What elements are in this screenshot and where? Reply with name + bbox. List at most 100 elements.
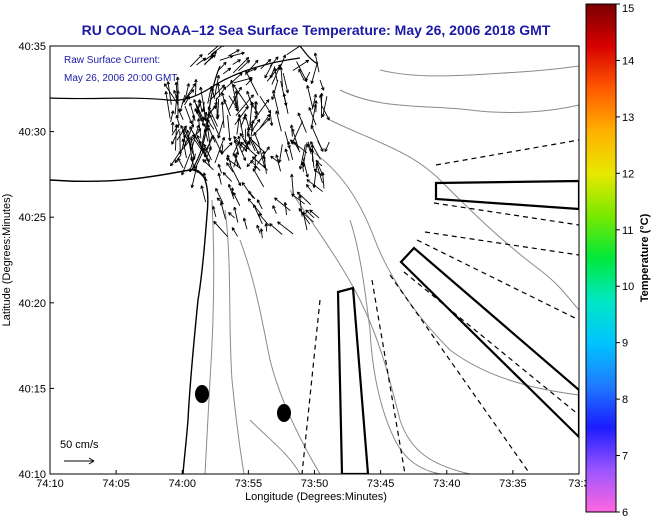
current-vector (264, 63, 273, 79)
current-vector (289, 124, 294, 137)
current-vector (306, 179, 324, 192)
current-vector (256, 199, 263, 210)
current-vector (313, 52, 320, 73)
colorbar-tick-label: 15 (622, 3, 634, 15)
current-vector (258, 213, 270, 227)
current-vector (234, 90, 239, 111)
current-vector (275, 110, 282, 132)
x-tick-label: 73:50 (301, 478, 329, 490)
current-vector (166, 81, 172, 105)
map-title: RU COOL NOAA–12 Sea Surface Temperature:… (82, 22, 551, 38)
current-vector (307, 141, 313, 152)
current-vector (253, 204, 263, 224)
current-vector (246, 132, 256, 152)
harbor-shore (299, 46, 319, 65)
y-axis-label: Latitude (Degrees:Minutes) (1, 194, 13, 327)
current-vector (269, 223, 283, 235)
current-vector (196, 134, 205, 155)
current-vector (286, 46, 301, 56)
current-vector (176, 125, 187, 141)
current-vector (298, 195, 303, 217)
current-vector (206, 127, 212, 151)
current-vector (310, 103, 317, 130)
coastline (50, 169, 209, 474)
current-time: May 26, 2006 20:00 GMT (64, 73, 177, 84)
scale-arrow (64, 457, 95, 465)
current-vector (180, 125, 189, 142)
current-vector (245, 59, 259, 75)
current-vector (203, 143, 212, 161)
current-vector (296, 61, 308, 83)
x-axis-ticks: 74:10 74:05 74:00 73:55 73:50 73:45 73:40 73:35… (36, 470, 590, 490)
colorbar-ticks: 15 14 13 12 11 10 9 8 7 6 (616, 3, 634, 519)
current-vector (178, 133, 196, 154)
current-vector (262, 150, 266, 163)
current-vector (226, 72, 243, 88)
colorbar-tick-label: 7 (622, 451, 628, 463)
current-vector (195, 169, 208, 181)
current-vector (260, 58, 272, 70)
colorbar-label: Temperature (°C) (639, 213, 651, 302)
current-vector (277, 221, 294, 235)
current-vector (233, 206, 239, 223)
current-vector (239, 132, 250, 150)
current-vector (282, 72, 290, 94)
current-vector (232, 192, 241, 206)
colorbar: 15 14 13 12 11 10 9 8 7 6 Temperature (°C) (585, 3, 651, 519)
current-vector (248, 136, 264, 152)
current-vector (316, 160, 324, 176)
current-vector (266, 64, 282, 82)
current-vector (207, 106, 218, 127)
x-tick-label: 73:40 (433, 478, 461, 490)
current-vector (164, 91, 171, 119)
current-vector (319, 79, 325, 91)
current-vector (241, 141, 249, 153)
x-tick-label: 73:35 (499, 478, 527, 490)
colorbar-gradient (585, 3, 617, 513)
current-vector (312, 166, 317, 189)
current-vector (184, 105, 193, 125)
x-tick-label: 73:45 (367, 478, 395, 490)
current-vector (310, 124, 322, 149)
current-vector (174, 81, 179, 106)
current-vector (227, 183, 235, 200)
current-vector (284, 131, 291, 149)
current-vector (194, 139, 210, 163)
current-vector (292, 59, 310, 71)
y-tick-label: 40:25 (18, 212, 46, 224)
current-vector (229, 51, 245, 57)
x-tick-label: 74:05 (102, 478, 130, 490)
current-vector (230, 79, 238, 105)
current-vector (272, 205, 277, 214)
current-vector (232, 59, 241, 65)
current-vector (308, 106, 317, 126)
current-vector (302, 157, 309, 178)
current-vector (174, 124, 179, 151)
current-vector (211, 205, 217, 217)
current-vector (184, 96, 191, 106)
current-vector (246, 114, 258, 134)
current-vector (216, 197, 224, 205)
current-vector (215, 187, 224, 203)
current-vector (217, 163, 222, 174)
current-vector (305, 209, 315, 219)
current-vector (230, 187, 235, 196)
current-vector (256, 146, 270, 165)
current-vector (177, 157, 184, 169)
current-vector (216, 98, 220, 118)
station-marker (195, 385, 209, 403)
current-vector (310, 61, 319, 84)
current-vector (259, 228, 264, 239)
current-vector (235, 94, 254, 116)
x-axis-label: Longitude (Degrees:Minutes) (245, 491, 387, 503)
current-vector (204, 146, 212, 164)
scale-label: 50 cm/s (60, 439, 99, 451)
current-vector (202, 159, 214, 171)
current-vector (324, 141, 330, 152)
current-vector (264, 223, 269, 232)
current-vectors (163, 46, 330, 239)
current-vector (209, 114, 221, 138)
current-vector (222, 142, 233, 154)
current-vector (238, 59, 251, 72)
